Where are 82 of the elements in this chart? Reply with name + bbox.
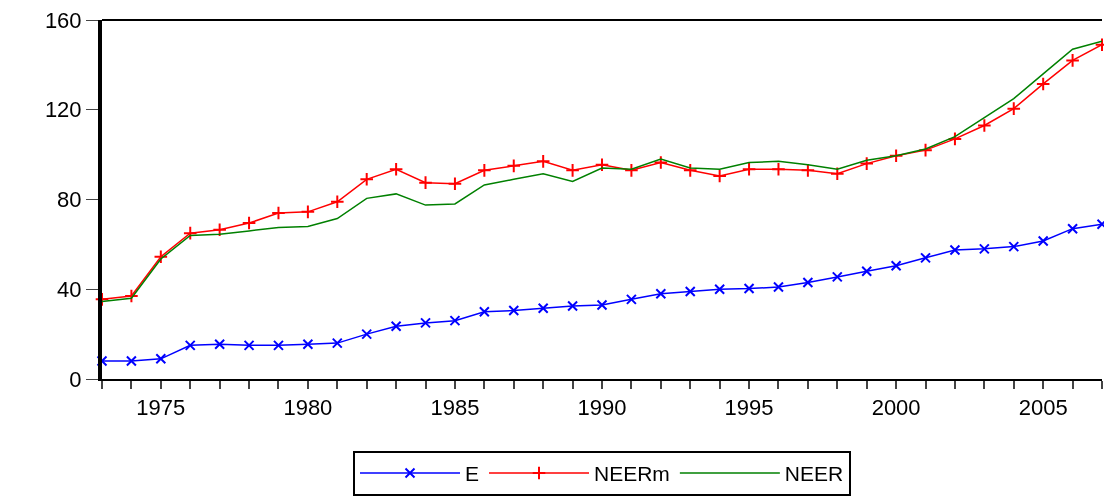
point bbox=[949, 244, 961, 256]
point bbox=[271, 205, 286, 221]
point bbox=[890, 260, 902, 272]
point bbox=[1006, 101, 1022, 116]
point bbox=[743, 283, 755, 295]
point bbox=[390, 320, 402, 332]
x-tick-label: 2005 bbox=[1018, 395, 1068, 421]
point bbox=[918, 142, 933, 158]
point bbox=[420, 317, 432, 329]
point bbox=[508, 305, 520, 317]
point bbox=[359, 172, 375, 187]
x-tick-label: 1985 bbox=[430, 395, 480, 421]
point bbox=[331, 337, 343, 349]
point bbox=[861, 265, 873, 277]
y-tick-label: 0 bbox=[69, 366, 82, 392]
point bbox=[772, 281, 784, 293]
point bbox=[388, 161, 404, 177]
point bbox=[124, 288, 139, 304]
point bbox=[802, 277, 814, 289]
point bbox=[184, 339, 196, 351]
x-tick-label: 1980 bbox=[283, 395, 333, 421]
point bbox=[212, 222, 227, 238]
y-tick-label: 80 bbox=[57, 187, 82, 213]
point bbox=[741, 161, 757, 177]
y-tick-label: 120 bbox=[44, 97, 82, 123]
point bbox=[565, 163, 580, 178]
point bbox=[653, 155, 669, 170]
point bbox=[153, 249, 169, 265]
point bbox=[182, 225, 198, 241]
point bbox=[1035, 76, 1051, 92]
point bbox=[241, 215, 257, 231]
point bbox=[1065, 53, 1080, 68]
x-tick-label: 2000 bbox=[871, 395, 921, 421]
legend-label: NEER bbox=[784, 462, 844, 486]
point bbox=[300, 204, 316, 220]
point bbox=[1008, 241, 1020, 253]
point bbox=[329, 194, 345, 210]
point bbox=[361, 328, 373, 340]
point bbox=[96, 355, 108, 367]
point bbox=[535, 154, 551, 169]
point bbox=[920, 252, 932, 264]
point bbox=[624, 163, 639, 178]
point bbox=[829, 166, 845, 181]
point bbox=[714, 283, 726, 295]
point bbox=[567, 300, 579, 312]
point bbox=[947, 131, 963, 147]
point bbox=[506, 158, 522, 174]
point bbox=[302, 338, 314, 350]
point bbox=[712, 168, 727, 184]
point bbox=[594, 157, 610, 173]
point bbox=[682, 163, 698, 178]
point bbox=[243, 339, 255, 351]
point bbox=[1067, 223, 1079, 235]
x-tick-label: 1990 bbox=[577, 395, 627, 421]
point bbox=[155, 353, 167, 365]
point bbox=[655, 288, 667, 300]
y-tick-label: 40 bbox=[57, 276, 82, 302]
point bbox=[272, 339, 284, 351]
point bbox=[537, 302, 549, 314]
point bbox=[125, 355, 137, 367]
point bbox=[771, 161, 786, 177]
point bbox=[625, 293, 637, 305]
point bbox=[977, 118, 992, 133]
point bbox=[214, 338, 226, 350]
point bbox=[859, 156, 875, 171]
point bbox=[478, 306, 490, 318]
legend-label: NEERm bbox=[594, 462, 670, 486]
legend-label: E bbox=[465, 462, 480, 486]
point bbox=[596, 299, 608, 311]
point bbox=[888, 148, 904, 164]
point bbox=[800, 163, 816, 178]
point bbox=[1037, 235, 1049, 247]
point bbox=[978, 243, 990, 255]
point bbox=[477, 163, 492, 178]
x-tick-label: 1995 bbox=[724, 395, 774, 421]
x-tick-label: 1975 bbox=[136, 395, 186, 421]
y-tick-label: 160 bbox=[44, 7, 82, 33]
point bbox=[449, 315, 461, 327]
point bbox=[418, 175, 433, 190]
point bbox=[447, 176, 463, 192]
point bbox=[831, 271, 843, 283]
point bbox=[684, 285, 696, 297]
